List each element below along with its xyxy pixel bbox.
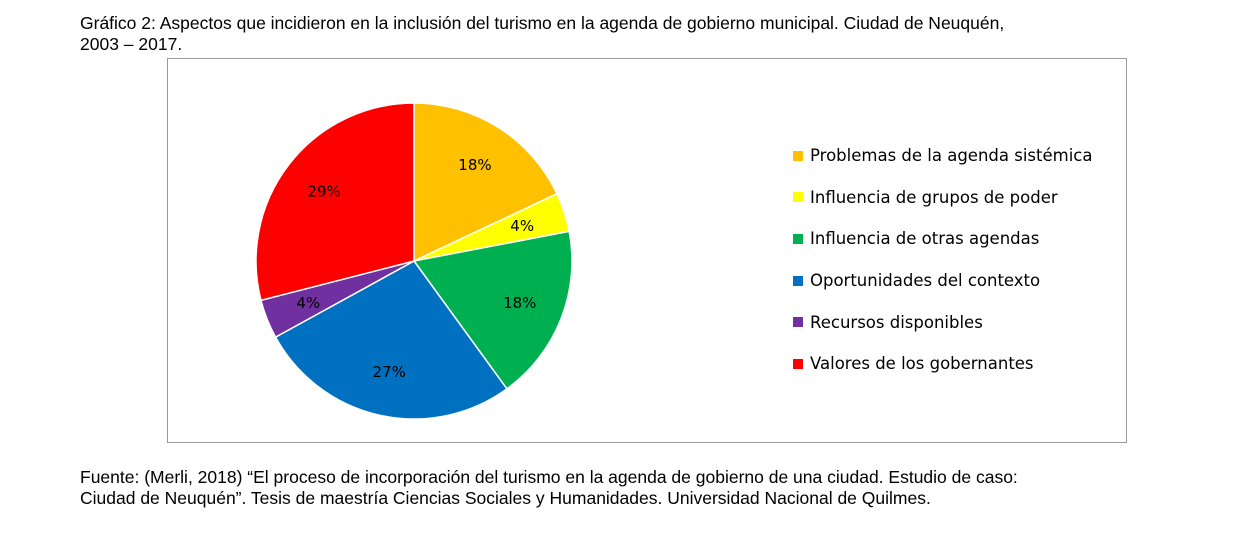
legend-label-2: Influencia de otras agendas [810,229,1040,249]
pie-slice-label-5: 29% [307,182,340,200]
legend-swatch-2 [793,233,803,244]
legend-swatch-0 [793,150,803,161]
pie-slice-label-2: 18% [503,294,536,312]
chart-title-line-1: Gráfico 2: Aspectos que incidieron en la… [80,13,1005,33]
source-note-line-1: Fuente: (Merli, 2018) “El proceso de inc… [80,467,1018,487]
pie-slice-label-0: 18% [458,156,491,174]
source-note: Fuente: (Merli, 2018) “El proceso de inc… [80,467,1230,509]
legend-item-2: Influencia de otras agendas [793,218,1092,260]
legend-swatch-5 [793,358,803,369]
legend-item-3: Oportunidades del contexto [793,260,1092,302]
pie-slice-0 [413,102,558,263]
pie-slice-label-4: 4% [296,294,320,312]
chart-legend: Problemas de la agenda sistémica Influenc… [793,135,1092,385]
legend-swatch-3 [793,275,803,286]
legend-item-4: Recursos disponibles [793,301,1092,343]
pie-slice-5 [255,102,415,302]
pie-slice-label-1: 4% [510,217,534,235]
legend-label-3: Oportunidades del contexto [810,271,1041,291]
chart-title: Gráfico 2: Aspectos que incidieron en la… [80,13,1230,55]
legend-swatch-4 [793,317,803,328]
legend-item-5: Valores de los gobernantes [793,343,1092,385]
legend-label-0: Problemas de la agenda sistémica [810,146,1093,166]
pie-slice-3 [274,260,508,420]
pie-slice-2 [412,230,573,390]
legend-item-1: Influencia de grupos de poder [793,177,1092,219]
legend-label-5: Valores de los gobernantes [810,354,1034,374]
chart-area: 18% 4% 18% 27% 4% 29% Problemas de la agenda … [167,58,1127,443]
legend-label-4: Recursos disponibles [810,312,983,332]
legend-item-0: Problemas de la agenda sistémica [793,135,1092,177]
pie-slice-label-3: 27% [373,363,406,381]
legend-swatch-1 [793,192,803,203]
pie-chart: 18% 4% 18% 27% 4% 29% [255,102,573,420]
legend-label-1: Influencia de grupos de poder [810,187,1058,207]
source-note-line-2: Ciudad de Neuquén”. Tesis de maestría Ci… [80,488,931,508]
chart-title-line-2: 2003 – 2017. [80,34,183,54]
